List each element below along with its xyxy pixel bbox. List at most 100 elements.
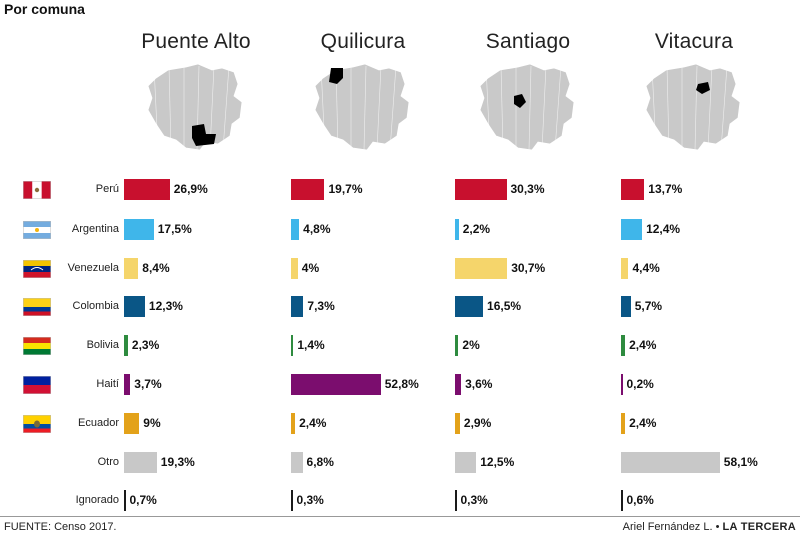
highlighted-commune-shape (192, 124, 216, 146)
bar (455, 296, 484, 317)
data-label: 12,5% (480, 455, 515, 469)
data-label: 17,5% (157, 222, 192, 236)
highlighted-commune-shape (514, 94, 526, 108)
data-label: 19,7% (328, 182, 363, 196)
bar (621, 490, 623, 511)
bar (455, 335, 459, 356)
footer-divider (0, 516, 800, 517)
credit-line: Ariel Fernández L. • LA TERCERA (623, 521, 796, 533)
commune-border (666, 65, 670, 151)
bar (124, 490, 126, 511)
region-shape (314, 63, 410, 151)
commune-border (707, 65, 713, 151)
data-label: 4% (301, 261, 320, 275)
bar (291, 490, 293, 511)
bar (124, 413, 140, 434)
data-label: 30,3% (510, 182, 545, 196)
bar (291, 179, 325, 200)
bar (455, 219, 459, 240)
data-label: 12,4% (646, 222, 681, 236)
country-label: Venezuela (67, 262, 119, 274)
bar (124, 452, 157, 473)
data-label: 30,7% (511, 261, 546, 275)
bar (291, 413, 296, 434)
argentina-flag-icon (23, 221, 51, 239)
country-label: Perú (95, 183, 119, 195)
region-shape (479, 63, 575, 151)
data-label: 52,8% (384, 377, 419, 391)
bar (621, 335, 626, 356)
bar (124, 258, 139, 279)
bar (455, 413, 460, 434)
bar (291, 452, 303, 473)
bar (455, 258, 508, 279)
data-label: 2,3% (131, 338, 160, 352)
country-label: Haití (96, 378, 119, 390)
data-label: 5,7% (634, 299, 663, 313)
bar (621, 452, 720, 473)
commune-border (320, 65, 326, 151)
data-label: 26,9% (173, 182, 208, 196)
commune-border (720, 65, 728, 151)
country-label: Otro (97, 456, 119, 468)
commune-border (541, 65, 547, 151)
bar (621, 296, 631, 317)
bolivia-flag-icon (23, 337, 51, 355)
data-label: 0,3% (296, 493, 324, 507)
bar (291, 335, 294, 356)
data-label: 2% (462, 338, 480, 352)
source-note: FUENTE: Censo 2017. (4, 521, 117, 533)
commune-border (363, 65, 367, 151)
data-label: 3,6% (465, 377, 493, 391)
bar (621, 374, 623, 395)
author-name: Ariel Fernández L. • (622, 521, 720, 533)
data-label: 19,3% (160, 455, 195, 469)
data-label: 0,2% (626, 377, 654, 391)
country-label: Argentina (71, 223, 119, 235)
data-label: 0,3% (460, 493, 488, 507)
santiago-region-map-icon (479, 63, 575, 151)
commune-border (651, 65, 657, 151)
country-label: Colombia (72, 300, 119, 312)
santiago-region-map-icon (645, 63, 741, 151)
country-label: Bolivia (86, 339, 119, 351)
bar (621, 413, 626, 434)
santiago-region-map-icon (147, 63, 243, 151)
country-label: Ecuador (78, 417, 119, 429)
bar (124, 179, 170, 200)
bar (291, 374, 381, 395)
publication-name: LA TERCERA (722, 521, 796, 533)
bar (291, 296, 304, 317)
bar (455, 490, 457, 511)
bar (621, 219, 643, 240)
commune-border (485, 65, 491, 151)
commune-title: Santiago (485, 30, 571, 53)
ecuador-flag-icon (23, 415, 51, 433)
data-label: 58,1% (723, 455, 758, 469)
data-label: 4,4% (632, 261, 660, 275)
data-label: 9% (143, 416, 161, 430)
data-label: 2,4% (629, 338, 657, 352)
bar (124, 296, 145, 317)
bar (621, 179, 645, 200)
country-label: Ignorado (75, 494, 119, 506)
bar (291, 219, 300, 240)
highlighted-commune-shape (329, 68, 343, 84)
data-label: 16,5% (487, 299, 522, 313)
commune-border (222, 65, 230, 151)
commune-border (500, 65, 504, 151)
data-label: 0,6% (626, 493, 654, 507)
bar (124, 335, 128, 356)
data-label: 12,3% (148, 299, 183, 313)
highlighted-commune-shape (696, 82, 710, 94)
commune-border (389, 65, 397, 151)
commune-border (528, 65, 532, 151)
data-label: 4,8% (303, 222, 331, 236)
commune-border (153, 65, 159, 151)
bar (455, 179, 507, 200)
page-title: Por comuna (4, 1, 85, 17)
data-label: 1,4% (297, 338, 325, 352)
data-label: 2,2% (462, 222, 491, 236)
bar (124, 219, 154, 240)
venezuela-flag-icon (23, 260, 51, 278)
